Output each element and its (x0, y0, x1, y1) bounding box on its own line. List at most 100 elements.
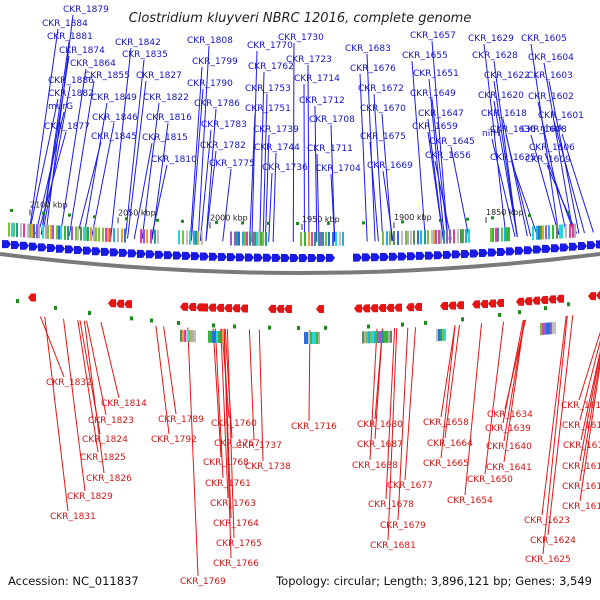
reverse-gene-arrow (540, 296, 548, 305)
reverse-gene-leader (212, 328, 222, 458)
forward-gene-label: CKR_1730 (278, 33, 324, 43)
reverse-gene-leader (404, 327, 416, 481)
function-block (50, 225, 52, 240)
function-block (565, 224, 567, 239)
reverse-gene-label: CKR_1615 (562, 502, 600, 512)
reverse-gene-label: CKR_1823 (88, 416, 134, 426)
gc-marker-bottom (367, 324, 370, 329)
reverse-gene-arrow (548, 295, 556, 304)
reverse-gene-arrow (240, 304, 248, 313)
forward-gene-arrow (164, 251, 173, 260)
reverse-strand-track (28, 291, 600, 313)
forward-gene-arrow (281, 253, 290, 262)
function-block (492, 227, 494, 242)
reverse-function-block (186, 329, 188, 342)
forward-gene-leader (37, 131, 67, 235)
forward-gene-arrow (506, 247, 515, 256)
gc-marker-bottom (130, 316, 133, 321)
function-block (146, 229, 148, 244)
reverse-gene-arrow (556, 294, 564, 303)
reverse-gene-label: CKR_1634 (487, 410, 533, 420)
reverse-gene-label: CKR_1639 (485, 424, 531, 434)
reverse-function-block (216, 330, 218, 343)
reverse-function-block (190, 330, 192, 343)
reverse-gene-labels: CKR_1832 CKR_1814 CKR_1823 CKR_1824 CKR_1825… (46, 378, 600, 587)
forward-gene-label: CKR_1874 (59, 46, 105, 56)
reverse-function-block (374, 331, 376, 344)
forward-gene-arrow (101, 247, 110, 256)
function-block (11, 222, 13, 237)
function-block (98, 227, 100, 242)
forward-gene-arrow (488, 248, 497, 257)
gc-marker-top (362, 221, 365, 225)
reverse-gene-label: CKR_1687 (357, 440, 403, 450)
function-block (154, 229, 156, 244)
reverse-function-track (180, 321, 556, 344)
function-block (262, 231, 264, 246)
reverse-function-block (438, 329, 440, 342)
function-block (124, 228, 126, 243)
reverse-function-block (378, 331, 380, 344)
function-block (532, 226, 534, 241)
forward-gene-label: CKR_1762 (248, 62, 294, 72)
forward-gene-arrow (380, 253, 389, 262)
forward-gene-leader (83, 102, 108, 237)
reverse-gene-leader (223, 328, 232, 559)
forward-gene-label: CKR_1849 (91, 93, 137, 103)
forward-gene-leader (127, 80, 147, 239)
reverse-gene-label: CKR_1681 (370, 541, 416, 551)
reverse-gene-leader (220, 328, 229, 499)
function-block (443, 229, 445, 244)
reverse-gene-arrow (180, 302, 188, 311)
forward-gene-leader (431, 40, 449, 240)
reverse-gene-label: CKR_1654 (447, 496, 493, 506)
forward-gene-leader (543, 62, 574, 234)
forward-gene-arrow (479, 249, 488, 258)
reverse-gene-label: CKR_1611 (562, 421, 600, 431)
reverse-function-block (390, 330, 392, 343)
gc-marker-bottom (424, 320, 427, 325)
function-block (265, 231, 267, 246)
function-block (13, 222, 15, 237)
reverse-gene-label: CKR_1829 (67, 492, 113, 502)
forward-gene-leader (546, 164, 578, 234)
forward-gene-arrow (551, 244, 560, 253)
function-block (95, 227, 97, 242)
function-block (238, 231, 240, 246)
reverse-gene-leader (369, 328, 378, 461)
function-block (508, 227, 510, 242)
reverse-function-block (386, 330, 388, 343)
forward-gene-arrow (515, 246, 524, 255)
reverse-gene-label: CKR_1763 (210, 499, 256, 509)
forward-gene-leader (382, 170, 394, 242)
function-block (506, 227, 508, 242)
reverse-gene-arrow (588, 292, 596, 301)
forward-gene-label: CKR_1786 (194, 99, 240, 109)
forward-gene-arrow (362, 253, 371, 262)
forward-gene-arrow (47, 244, 56, 253)
reverse-gene-arrow (276, 304, 284, 313)
map-title: Clostridium kluyveri NBRC 12016, complet… (129, 11, 472, 26)
forward-gene-label: CKR_1675 (360, 132, 406, 142)
reverse-gene-label: CKR_1767 (214, 439, 260, 449)
function-block (569, 223, 571, 238)
reverse-gene-leader (83, 320, 105, 474)
function-block (83, 226, 85, 241)
function-block (8, 222, 10, 237)
function-block (246, 231, 248, 246)
forward-gene-arrow (353, 253, 362, 262)
forward-gene-label: CKR_1886 (48, 76, 94, 86)
gc-markers (10, 208, 570, 330)
function-block (339, 231, 341, 246)
forward-gene-label: CKR_1629 (468, 34, 514, 44)
forward-gene-leader (35, 111, 65, 235)
function-block (465, 228, 467, 243)
forward-gene-arrow (263, 253, 272, 262)
reverse-gene-label: CKR_1789 (158, 415, 204, 425)
function-block (71, 226, 73, 241)
forward-gene-leader (493, 80, 518, 237)
forward-gene-label: CKR_1816 (146, 113, 192, 123)
function-block (56, 225, 58, 240)
reverse-function-block (444, 328, 446, 341)
reverse-gene-leader (214, 328, 224, 479)
